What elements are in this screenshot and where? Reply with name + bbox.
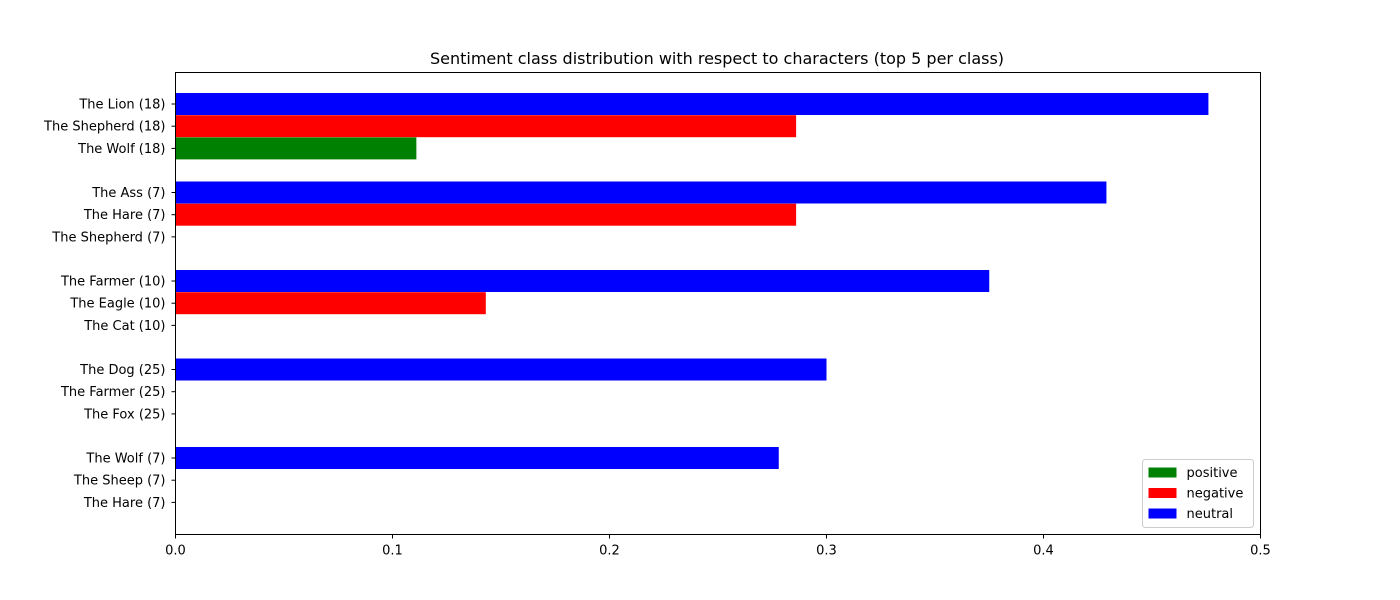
bar-neutral xyxy=(175,447,779,469)
y-tick-label: The Hare (7) xyxy=(83,496,166,511)
y-tick-label: The Wolf (18) xyxy=(77,142,165,157)
x-tick-label: 0.3 xyxy=(816,544,837,559)
bar-neutral xyxy=(175,93,1209,115)
x-tick-label: 0.0 xyxy=(165,544,186,559)
x-tick-label: 0.5 xyxy=(1250,544,1271,559)
y-tick-label: The Shepherd (18) xyxy=(43,120,165,135)
y-tick-label: The Ass (7) xyxy=(91,186,165,201)
y-tick-label: The Fox (25) xyxy=(83,407,165,422)
bar-negative xyxy=(175,203,797,226)
legend-label-neutral: neutral xyxy=(1187,507,1234,522)
y-tick-label: The Dog (25) xyxy=(79,363,165,378)
chart-title: Sentiment class distribution with respec… xyxy=(430,49,1004,68)
y-tick-label: The Hare (7) xyxy=(83,208,166,223)
y-tick-label: The Wolf (7) xyxy=(85,452,165,467)
x-tick-label: 0.2 xyxy=(599,544,620,559)
y-tick-label: The Eagle (10) xyxy=(69,297,165,312)
x-axis: 0.0 0.1 0.2 0.3 0.4 0.5 xyxy=(165,534,1271,559)
plot-frame xyxy=(175,72,1261,535)
legend: positive negative neutral xyxy=(1142,459,1254,528)
legend-swatch-negative xyxy=(1148,488,1177,498)
bar-negative xyxy=(175,115,797,138)
y-tick-label: The Farmer (25) xyxy=(60,385,166,400)
x-tick-label: 0.4 xyxy=(1033,544,1054,559)
bar-neutral xyxy=(175,181,1107,204)
bar-neutral xyxy=(175,270,990,292)
y-axis: The Lion (18) The Shepherd (18) The Wolf (… xyxy=(43,98,176,511)
y-tick-label: The Sheep (7) xyxy=(73,474,166,489)
bars-layer xyxy=(175,93,1209,469)
legend-swatch-neutral xyxy=(1148,508,1177,519)
legend-label-positive: positive xyxy=(1187,466,1238,481)
y-tick-label: The Cat (10) xyxy=(83,319,165,334)
x-tick-label: 0.1 xyxy=(382,544,403,559)
bar-positive xyxy=(175,137,417,160)
bar-negative xyxy=(175,292,486,315)
bar-neutral xyxy=(175,358,827,381)
y-tick-label: The Lion (18) xyxy=(78,98,165,113)
legend-swatch-positive xyxy=(1148,467,1177,478)
y-tick-label: The Farmer (10) xyxy=(60,275,166,290)
legend-label-negative: negative xyxy=(1187,487,1244,502)
y-tick-label: The Shepherd (7) xyxy=(51,230,165,245)
